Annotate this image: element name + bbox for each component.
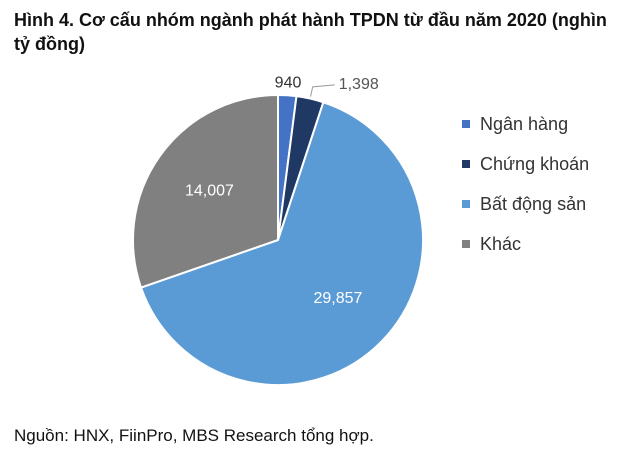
chart-title: Hình 4. Cơ cấu nhóm ngành phát hành TPDN… [14, 10, 607, 54]
legend-swatch [462, 200, 470, 208]
legend-swatch [462, 240, 470, 248]
data-label: 940 [275, 75, 302, 92]
legend-label: Chứng khoán [480, 154, 590, 174]
pie-slice [139, 101, 424, 386]
legend-item: Bất động sản [462, 192, 602, 216]
legend-swatch [462, 160, 470, 168]
data-label: 14,007 [185, 182, 234, 199]
source-note: Nguồn: HNX, FiinPro, MBS Research tổng h… [14, 426, 374, 445]
legend-label: Ngân hàng [480, 114, 569, 134]
legend-label: Khác [480, 234, 522, 254]
legend: Ngân hàng Chứng khoán Bất động sản Khác [462, 112, 602, 272]
legend-label: Bất động sản [480, 194, 587, 214]
legend-swatch [462, 120, 470, 128]
legend-item: Ngân hàng [462, 112, 602, 136]
leader-line [310, 84, 335, 97]
data-label: 1,398 [339, 76, 379, 93]
legend-item: Chứng khoán [462, 152, 602, 176]
pie-slice [132, 93, 279, 289]
data-label: 29,857 [313, 290, 362, 307]
legend-item: Khác [462, 232, 602, 256]
